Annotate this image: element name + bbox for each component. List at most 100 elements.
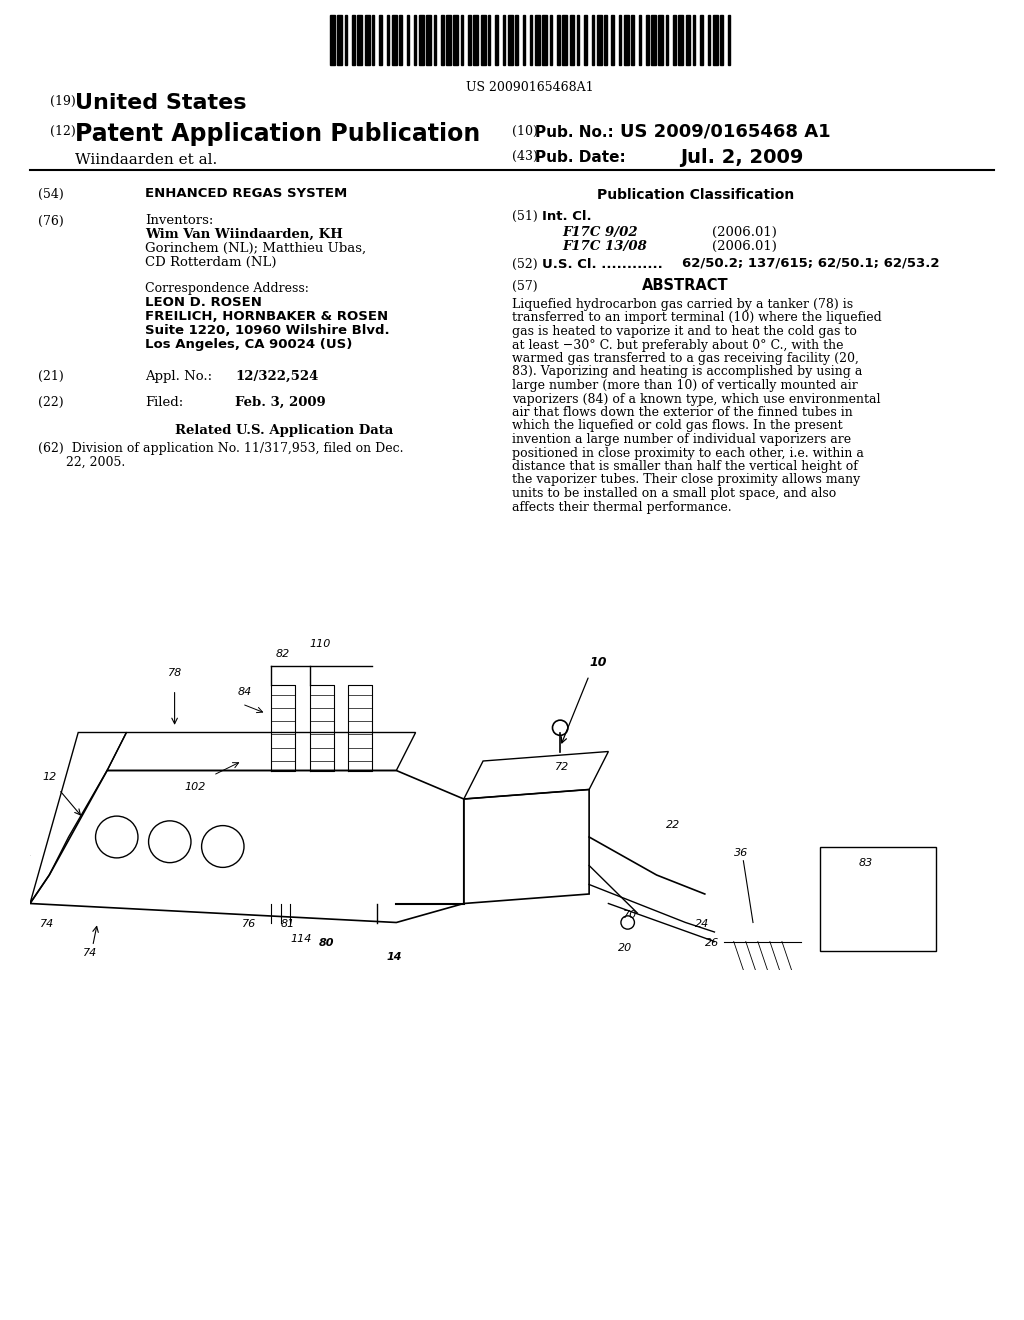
Text: (57): (57): [512, 280, 538, 293]
Text: 114: 114: [290, 933, 311, 944]
Bar: [508, 15, 513, 65]
Bar: [592, 15, 594, 65]
Bar: [522, 15, 525, 65]
Bar: [345, 15, 347, 65]
Bar: [454, 15, 459, 65]
Text: (22): (22): [38, 396, 63, 409]
Bar: [392, 15, 396, 65]
Bar: [597, 15, 602, 65]
Text: Pub. Date:: Pub. Date:: [535, 150, 626, 165]
Bar: [618, 15, 622, 65]
Text: 24: 24: [695, 919, 710, 929]
Bar: [352, 15, 354, 65]
Text: 20: 20: [618, 942, 632, 953]
Text: US 2009/0165468 A1: US 2009/0165468 A1: [620, 123, 830, 141]
Text: warmed gas transferred to a gas receiving facility (20,: warmed gas transferred to a gas receivin…: [512, 352, 859, 366]
Text: Los Angeles, CA 90024 (US): Los Angeles, CA 90024 (US): [145, 338, 352, 351]
Bar: [480, 15, 485, 65]
Text: 80: 80: [319, 939, 335, 948]
Bar: [414, 15, 417, 65]
Text: (62)  Division of application No. 11/317,953, filed on Dec.: (62) Division of application No. 11/317,…: [38, 442, 403, 455]
Text: Filed:: Filed:: [145, 396, 183, 409]
Bar: [488, 15, 490, 65]
Bar: [557, 15, 560, 65]
Bar: [496, 15, 498, 65]
Bar: [407, 15, 409, 65]
Text: the vaporizer tubes. Their close proximity allows many: the vaporizer tubes. Their close proximi…: [512, 474, 860, 487]
Bar: [372, 15, 375, 65]
Bar: [550, 15, 552, 65]
Bar: [651, 15, 656, 65]
Text: invention a large number of individual vaporizers are: invention a large number of individual v…: [512, 433, 851, 446]
Text: (2006.01): (2006.01): [712, 226, 777, 239]
Bar: [387, 15, 389, 65]
Text: ABSTRACT: ABSTRACT: [642, 279, 729, 293]
Text: Wiindaarden et al.: Wiindaarden et al.: [75, 153, 217, 168]
Bar: [685, 15, 690, 65]
Text: 76: 76: [242, 919, 256, 929]
Bar: [631, 15, 634, 65]
Bar: [713, 15, 718, 65]
Text: 102: 102: [184, 781, 206, 792]
Text: 14: 14: [387, 953, 402, 962]
Bar: [530, 15, 532, 65]
Text: positioned in close proximity to each other, i.e. within a: positioned in close proximity to each ot…: [512, 446, 864, 459]
Bar: [535, 15, 540, 65]
Bar: [441, 15, 443, 65]
Text: (43): (43): [512, 150, 538, 162]
Text: air that flows down the exterior of the finned tubes in: air that flows down the exterior of the …: [512, 407, 853, 418]
Text: transferred to an import terminal (10) where the liquefied: transferred to an import terminal (10) w…: [512, 312, 882, 325]
Bar: [515, 15, 518, 65]
Bar: [585, 15, 587, 65]
Text: Liquefied hydrocarbon gas carried by a tanker (78) is: Liquefied hydrocarbon gas carried by a t…: [512, 298, 853, 312]
Text: 74: 74: [40, 919, 54, 929]
Bar: [357, 15, 362, 65]
Bar: [468, 15, 471, 65]
Text: Int. Cl.: Int. Cl.: [542, 210, 592, 223]
Bar: [419, 15, 424, 65]
Text: 72: 72: [555, 763, 569, 772]
Text: Inventors:: Inventors:: [145, 214, 213, 227]
Text: 36: 36: [734, 847, 748, 858]
Bar: [503, 15, 505, 65]
Text: 22, 2005.: 22, 2005.: [38, 455, 125, 469]
Text: Suite 1220, 10960 Wilshire Blvd.: Suite 1220, 10960 Wilshire Blvd.: [145, 323, 389, 337]
Text: ENHANCED REGAS SYSTEM: ENHANCED REGAS SYSTEM: [145, 187, 347, 201]
Text: (2006.01): (2006.01): [712, 240, 777, 253]
Text: Feb. 3, 2009: Feb. 3, 2009: [234, 396, 326, 409]
Text: Publication Classification: Publication Classification: [597, 187, 795, 202]
Bar: [693, 15, 695, 65]
Text: Correspondence Address:: Correspondence Address:: [145, 282, 309, 294]
Bar: [678, 15, 683, 65]
Text: at least −30° C. but preferably about 0° C., with the: at least −30° C. but preferably about 0°…: [512, 338, 844, 351]
Bar: [379, 15, 382, 65]
Text: 62/50.2; 137/615; 62/50.1; 62/53.2: 62/50.2; 137/615; 62/50.1; 62/53.2: [682, 257, 939, 271]
Text: (19): (19): [50, 95, 76, 108]
Text: FREILICH, HORNBAKER & ROSEN: FREILICH, HORNBAKER & ROSEN: [145, 310, 388, 323]
Bar: [399, 15, 401, 65]
Bar: [461, 15, 463, 65]
Bar: [604, 15, 606, 65]
Text: CD Rotterdam (NL): CD Rotterdam (NL): [145, 256, 276, 269]
Text: 12: 12: [42, 772, 56, 781]
Text: F17C 9/02: F17C 9/02: [562, 226, 638, 239]
Text: Jul. 2, 2009: Jul. 2, 2009: [680, 148, 804, 168]
Text: 74: 74: [83, 948, 97, 958]
Text: Gorinchem (NL); Matthieu Ubas,: Gorinchem (NL); Matthieu Ubas,: [145, 242, 367, 255]
Bar: [543, 15, 547, 65]
Text: 70: 70: [623, 909, 637, 920]
Bar: [646, 15, 648, 65]
Text: 82: 82: [275, 648, 290, 659]
Bar: [426, 15, 431, 65]
Bar: [337, 15, 342, 65]
Bar: [434, 15, 436, 65]
Text: (12): (12): [50, 125, 76, 139]
Text: 81: 81: [281, 919, 295, 929]
Text: affects their thermal performance.: affects their thermal performance.: [512, 500, 731, 513]
Bar: [562, 15, 567, 65]
Text: (10): (10): [512, 125, 538, 139]
Bar: [473, 15, 478, 65]
Text: 78: 78: [168, 668, 181, 677]
Text: US 20090165468A1: US 20090165468A1: [466, 81, 594, 94]
Text: vaporizers (84) of a known type, which use environmental: vaporizers (84) of a known type, which u…: [512, 392, 881, 405]
